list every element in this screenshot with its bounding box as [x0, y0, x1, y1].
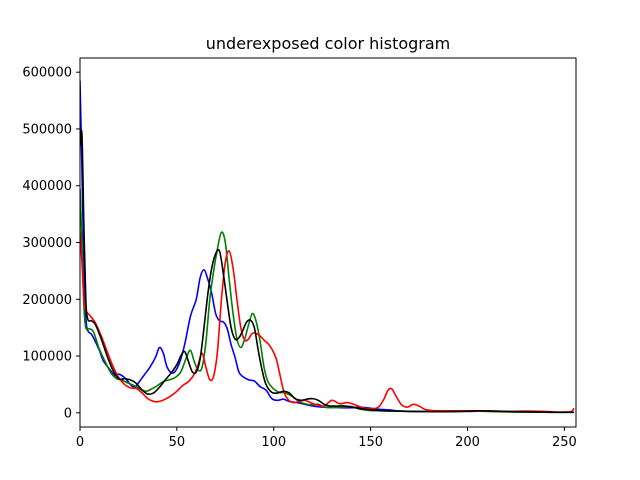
y-tick-label: 600000 — [22, 66, 72, 81]
y-tick-label: 0 — [64, 406, 72, 421]
x-tick-label: 200 — [455, 435, 480, 450]
y-tick-label: 200000 — [22, 293, 72, 308]
y-axis: 0 100000 200000 300000 400000 500000 600000 — [22, 66, 80, 421]
x-tick-label: 150 — [358, 435, 383, 450]
series-line-0 — [80, 80, 575, 414]
y-tick-label: 400000 — [22, 179, 72, 194]
series-layer — [80, 80, 575, 414]
x-axis: 0 50 100 150 200 250 — [76, 427, 577, 450]
y-tick-label: 300000 — [22, 236, 72, 251]
chart-title: underexposed color histogram — [206, 34, 451, 53]
x-tick-label: 50 — [169, 435, 186, 450]
x-tick-label: 250 — [552, 435, 577, 450]
y-tick-label: 100000 — [22, 350, 72, 365]
x-tick-label: 100 — [261, 435, 286, 450]
y-tick-label: 500000 — [22, 122, 72, 137]
series-line-3 — [80, 129, 575, 414]
series-line-2 — [80, 231, 575, 413]
x-tick-label: 0 — [76, 435, 84, 450]
